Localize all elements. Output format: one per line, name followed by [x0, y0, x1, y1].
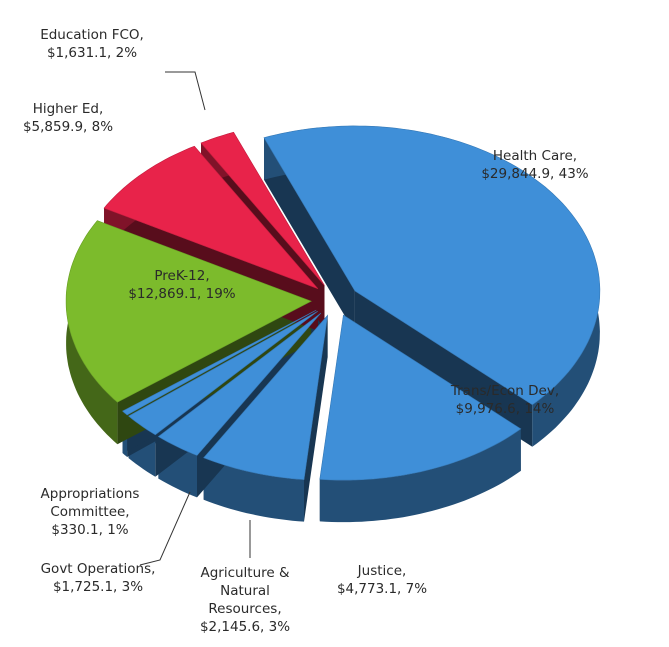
slice-side	[304, 315, 328, 522]
category-label: PreK-12,	[154, 268, 210, 284]
slice	[157, 312, 322, 456]
slice-side	[319, 428, 521, 523]
slice	[263, 125, 601, 406]
leader-line	[165, 71, 206, 111]
slice-label: Trans/Econ Dev, $9,976.6, 14%	[435, 382, 575, 418]
slice-label: Govt Operations, $1,725.1, 3%	[38, 560, 158, 596]
slice-side	[264, 137, 355, 333]
value-label: $9,976.6, 14%	[455, 401, 555, 417]
value-label: $1,631.1, 2%	[46, 45, 138, 61]
slice-label: Higher Ed, $5,859.9, 8%	[0, 100, 138, 136]
slice-label: PreK-12, $12,869.1, 19%	[112, 267, 252, 303]
slice	[103, 145, 319, 289]
slice-label: Agriculture & Natural Resources, $2,145.6…	[190, 564, 300, 636]
category-label: Trans/Econ Dev,	[450, 383, 560, 399]
value-label: $330.1, 1%	[51, 522, 129, 538]
slice-side	[203, 457, 304, 522]
leader-line	[139, 491, 191, 566]
slice-label: Education FCO, $1,631.1, 2%	[17, 26, 167, 62]
slice	[319, 314, 522, 481]
slice	[122, 309, 317, 416]
value-label: $29,844.9, 43%	[481, 166, 589, 182]
category-label: Justice,	[357, 563, 407, 579]
category-label: Health Care,	[492, 148, 578, 164]
value-label: $5,859.9, 8%	[22, 119, 114, 135]
value-label: $4,773.1, 7%	[336, 581, 428, 597]
value-label: $12,869.1, 19%	[128, 286, 236, 302]
category-label: Agriculture & Natural Resources,	[200, 565, 290, 617]
category-label: Higher Ed,	[32, 101, 104, 117]
value-label: $2,145.6, 3%	[199, 619, 291, 635]
category-label: Education FCO,	[40, 27, 144, 43]
slice	[128, 310, 318, 436]
category-label: Appropriations Committee,	[40, 486, 140, 520]
slice	[65, 220, 312, 403]
slice-tops	[65, 125, 601, 481]
slice	[203, 314, 329, 480]
value-label: $1,725.1, 3%	[52, 579, 144, 595]
slice-label: Appropriations Committee, $330.1, 1%	[25, 485, 155, 539]
category-label: Govt Operations,	[40, 561, 156, 577]
slice	[200, 131, 325, 286]
slice-label: Justice, $4,773.1, 7%	[317, 562, 447, 598]
slice-label: Health Care, $29,844.9, 43%	[455, 147, 615, 183]
